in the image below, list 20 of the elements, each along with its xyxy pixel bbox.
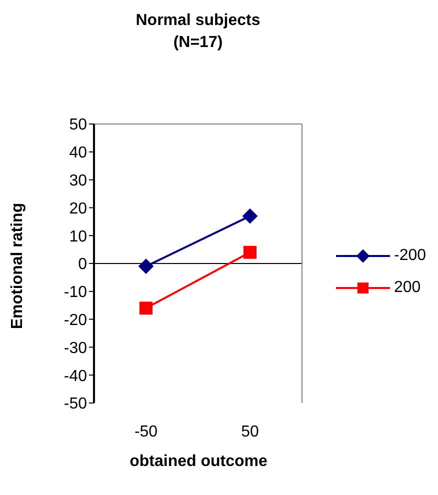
y-tick-label: 50 [69, 116, 88, 134]
legend-label: 200 [394, 279, 421, 297]
point [140, 302, 152, 315]
x-axis-title: obtained outcome [128, 453, 268, 471]
y-tick-label: -20 [64, 312, 88, 329]
y-tick-label: -40 [64, 368, 88, 385]
point [138, 258, 154, 274]
chart-title: Normal subjects (N=17) [134, 11, 262, 53]
legend-label: -200 [394, 247, 426, 265]
y-tick-label: -10 [64, 284, 88, 302]
y-tick-label: -30 [64, 340, 88, 357]
point [242, 208, 258, 224]
y-tick-label: 20 [69, 200, 88, 218]
y-tick-label: 0 [78, 256, 88, 274]
point [244, 246, 256, 259]
y-tick-label: -50 [64, 396, 88, 413]
y-tick-label: 30 [69, 172, 88, 190]
y-tick-label: 10 [69, 228, 88, 246]
y-axis-title: Emotional rating [9, 202, 27, 329]
y-tick-label: 40 [69, 144, 88, 162]
